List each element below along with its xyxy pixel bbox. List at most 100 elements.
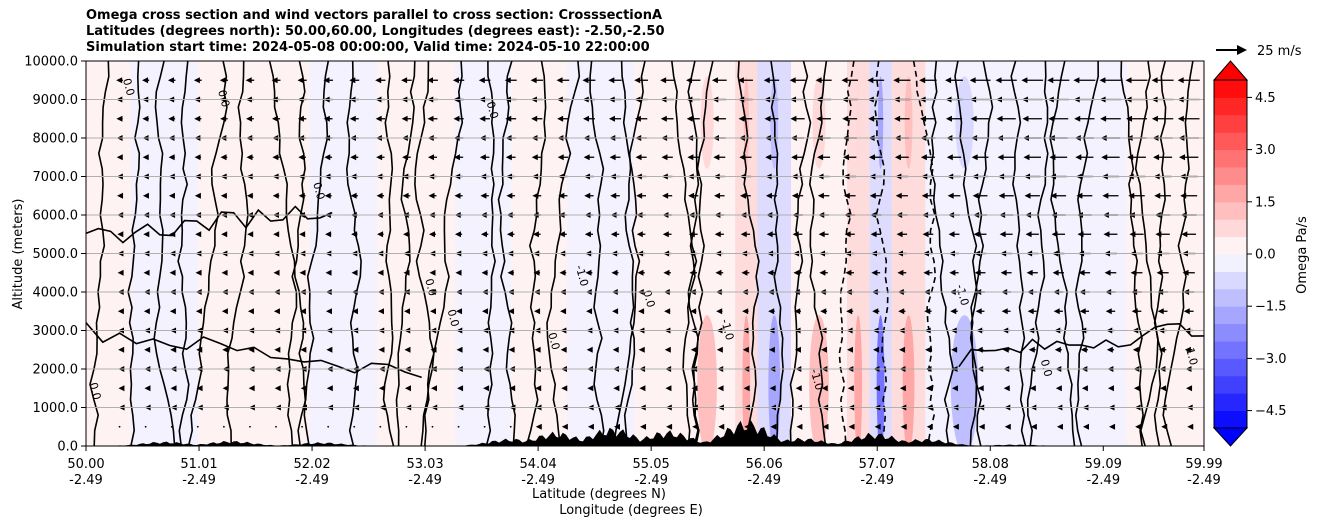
y-tick-label: 5000.0	[33, 247, 79, 262]
wind-vector-head	[972, 192, 979, 199]
wind-vector-head	[978, 423, 985, 430]
wind-vector-head	[480, 192, 487, 199]
colorbar-tick-label: 0.0	[1255, 248, 1276, 263]
wind-vector-head	[143, 308, 150, 315]
x-tick-label-lat: 55.05	[633, 457, 670, 472]
wind-vector-head	[118, 385, 125, 392]
wind-vector-head	[1103, 231, 1110, 238]
wind-vector-head	[535, 423, 542, 430]
wind-vector-head	[846, 346, 853, 353]
wind-vector-head	[323, 77, 330, 84]
x-tick-label-lon: -2.49	[860, 473, 894, 488]
x-tick-label-lat: 50.00	[67, 457, 104, 472]
wind-vector-head	[1135, 423, 1142, 430]
wind-vector-head	[997, 154, 1004, 161]
wind-vector-head	[533, 269, 540, 276]
y-tick-label: 1000.0	[33, 401, 79, 416]
x-tick-label-lat: 56.06	[746, 457, 783, 472]
wind-vector-head	[351, 269, 358, 276]
wind-vector-head	[634, 115, 641, 122]
contour-label: 0.0	[545, 331, 562, 351]
wind-vector-head	[969, 77, 976, 84]
colorbar-segment	[1214, 114, 1247, 133]
wind-vector-head	[403, 269, 410, 276]
contour-label: 1.0	[1183, 346, 1200, 366]
y-tick-label: 3000.0	[33, 324, 79, 339]
wind-vector-head	[1106, 346, 1113, 353]
wind-vector-head	[1025, 231, 1032, 238]
wind-vector-head	[453, 154, 460, 161]
wind-vector-head	[844, 231, 851, 238]
wind-vector-head	[377, 269, 384, 276]
wind-vector-head	[1181, 231, 1188, 238]
wind-vector-head	[977, 385, 984, 392]
wind-vector-head	[764, 115, 771, 122]
wind-vector-head	[1178, 154, 1185, 161]
colorbar-segment	[1214, 288, 1247, 307]
wind-vector-head	[403, 308, 410, 315]
wind-vector-head	[896, 231, 903, 238]
omega-cell	[809, 315, 829, 446]
x-tick-label-lat: 59.99	[1185, 457, 1222, 472]
wind-vector-head	[1131, 308, 1138, 315]
wind-vector-head	[582, 77, 589, 84]
wind-vector-head	[376, 154, 383, 161]
wind-vector-head	[817, 154, 824, 161]
wind-vector-head	[815, 77, 822, 84]
x-tick-label-lon: -2.49	[295, 473, 329, 488]
wind-vector-head	[456, 308, 463, 315]
wind-vector-head	[323, 115, 330, 122]
colorbar-segment	[1214, 80, 1247, 98]
wind-vector-head	[971, 154, 978, 161]
wind-vector-head	[352, 385, 359, 392]
wind-vector-head	[868, 115, 875, 122]
wind-vector-head	[482, 346, 489, 353]
wind-vector-head	[996, 115, 1003, 122]
wind-vector-head	[820, 346, 827, 353]
wind-vector-head	[1184, 346, 1191, 353]
contour-label: 0.0	[445, 308, 462, 328]
wind-vector-head	[742, 346, 749, 353]
wind-vector-head	[298, 154, 305, 161]
wind-vector	[196, 425, 199, 428]
omega-cell	[854, 315, 863, 446]
wind-vector	[405, 425, 408, 428]
wind-vector-head	[920, 115, 927, 122]
y-tick-label: 6000.0	[33, 209, 79, 224]
wind-vector-head	[1030, 423, 1037, 430]
wind-vector-head	[222, 346, 229, 353]
wind-vector-head	[299, 308, 306, 315]
colorbar-label: Omega Pa/s	[1295, 216, 1310, 294]
wind-vector-head	[874, 423, 881, 430]
wind-vector-head	[925, 346, 932, 353]
wind-vector-head	[945, 115, 952, 122]
wind-vector-head	[740, 231, 747, 238]
wind-vector-head	[660, 115, 667, 122]
wind-vector-head	[584, 192, 591, 199]
wind-vector-head	[711, 77, 718, 84]
wind-vector-head	[1078, 269, 1085, 276]
wind-vector-head	[557, 154, 564, 161]
wind-vector-head	[1156, 269, 1163, 276]
wind-vector-head	[664, 308, 671, 315]
wind-vector-head	[869, 192, 876, 199]
wind-vector-head	[117, 269, 124, 276]
wind-vector-head	[742, 308, 749, 315]
wind-vector-head	[221, 231, 228, 238]
y-tick-label: 9000.0	[33, 93, 79, 108]
wind-vector-head	[247, 231, 254, 238]
wind-vector-head	[895, 192, 902, 199]
wind-vector-head	[1081, 385, 1088, 392]
wind-vector-head	[271, 77, 278, 84]
wind-vector-head	[1128, 192, 1135, 199]
quiver-key-arrowhead	[1237, 45, 1247, 55]
wind-vector-head	[219, 77, 226, 84]
wind-vector-head	[557, 115, 564, 122]
wind-vector-head	[612, 308, 619, 315]
wind-vector-head	[796, 423, 803, 430]
wind-vector-head	[509, 385, 516, 392]
wind-vector-head	[923, 269, 930, 276]
wind-vector-head	[661, 154, 668, 161]
x-tick-label-lon: -2.49	[408, 473, 442, 488]
